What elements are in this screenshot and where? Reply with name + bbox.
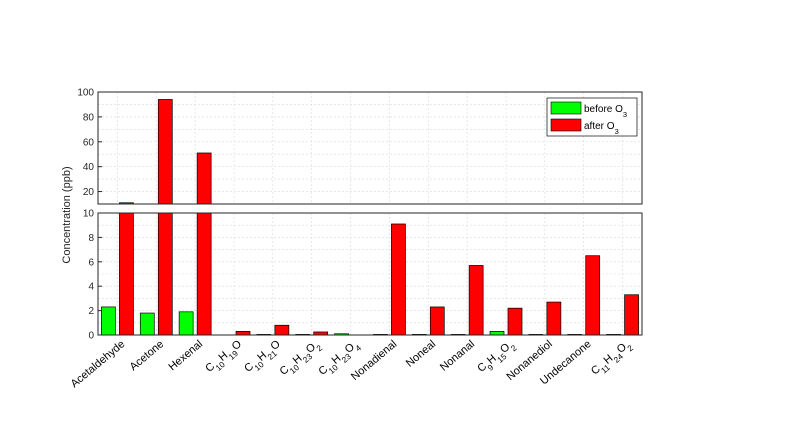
y-tick-label-upper: 40 <box>83 162 95 173</box>
legend-swatch <box>550 118 582 132</box>
upper-panel-frame <box>97 91 643 205</box>
bar-before-o3 <box>139 312 155 336</box>
bar-before-o3 <box>178 311 194 336</box>
x-category-label: Acetone <box>128 338 167 373</box>
x-category-label: Acetaldehyde <box>69 338 128 390</box>
y-tick-label-upper: 60 <box>83 137 95 148</box>
bar-after-o3 <box>546 301 562 336</box>
bar-before-o3 <box>489 330 505 336</box>
bar-after-o3 <box>585 255 601 336</box>
legend-label: after O3 <box>584 121 619 136</box>
bar-after-o3 <box>624 294 639 336</box>
legend-swatch <box>550 101 582 115</box>
y-tick-label-upper: 20 <box>83 187 95 198</box>
y-tick-label-lower: 0 <box>88 331 94 342</box>
bar-after-o3 <box>274 324 290 336</box>
bar-before-o3 <box>101 306 116 336</box>
y-tick-label-lower: 8 <box>88 233 94 244</box>
y-tick-label-lower: 2 <box>88 306 94 317</box>
y-tick-label-lower: 4 <box>88 282 94 293</box>
x-category-labels: Acetaldehyde Acetone HexenalC10H19OC10H21O… <box>69 338 635 390</box>
bar-after-o3 <box>235 330 251 336</box>
bar-after-o3-upper <box>196 152 212 205</box>
y-tick-label-lower: 10 <box>83 209 95 220</box>
legend-label: before O3 <box>584 104 627 119</box>
x-category-label: Nonanal <box>438 338 477 374</box>
lower-panel-frame <box>97 212 643 336</box>
lower-panel-grid <box>98 213 642 335</box>
lower-panel-bars <box>101 212 639 336</box>
bar-after-o3 <box>468 265 484 336</box>
bar-after-o3 <box>119 212 134 336</box>
y-tick-label-upper: 100 <box>77 88 94 99</box>
bar-after-o3 <box>391 223 406 336</box>
bar-after-o3 <box>507 307 523 336</box>
bar-after-o3 <box>157 212 173 336</box>
y-tick-label-upper: 80 <box>83 112 95 123</box>
y-tick-label-lower: 6 <box>88 257 94 268</box>
x-category-label: C10H23O2 <box>278 338 325 381</box>
y-axis-label: Concentration (ppb) <box>61 166 73 263</box>
bar-after-o3 <box>196 212 212 336</box>
x-category-label: Hexenal <box>166 338 205 373</box>
x-category-label: C10H19O <box>203 338 246 378</box>
y-tick-labels: 20 40 60 80 100 0 2 4 6 8 10 <box>77 88 102 342</box>
x-category-label: C11H24O2 <box>589 338 635 380</box>
bar-after-o3-upper <box>157 99 173 205</box>
bar-after-o3 <box>429 306 445 336</box>
upper-panel-bars <box>119 99 212 205</box>
legend: before O3 after O3 <box>546 97 638 137</box>
x-category-label: Noneal <box>404 338 438 370</box>
